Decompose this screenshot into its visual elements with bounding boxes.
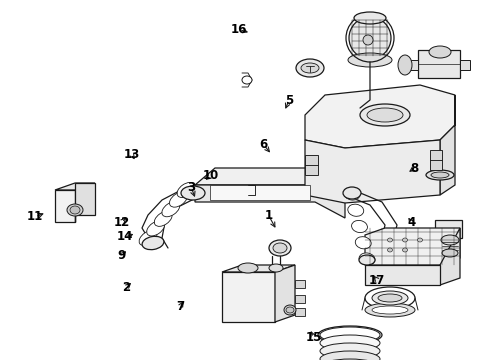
Ellipse shape (296, 59, 324, 77)
Text: 5: 5 (285, 94, 293, 107)
Ellipse shape (426, 170, 454, 180)
Ellipse shape (162, 202, 180, 217)
Text: 1: 1 (265, 209, 272, 222)
Ellipse shape (367, 108, 403, 122)
Text: 14: 14 (117, 230, 133, 243)
Polygon shape (435, 220, 462, 238)
Polygon shape (195, 168, 345, 200)
Ellipse shape (320, 327, 380, 343)
Polygon shape (430, 150, 442, 170)
Polygon shape (55, 190, 75, 222)
Ellipse shape (360, 104, 410, 126)
Polygon shape (55, 183, 95, 190)
Text: 16: 16 (231, 23, 247, 36)
Ellipse shape (318, 326, 382, 344)
Polygon shape (305, 155, 318, 175)
Polygon shape (275, 265, 295, 322)
Ellipse shape (238, 263, 258, 273)
Text: 11: 11 (27, 210, 44, 223)
Text: 15: 15 (305, 331, 322, 344)
Ellipse shape (388, 248, 392, 252)
Ellipse shape (301, 63, 319, 73)
Ellipse shape (181, 186, 205, 200)
Ellipse shape (429, 46, 451, 58)
Polygon shape (295, 280, 305, 288)
Ellipse shape (320, 335, 380, 351)
Ellipse shape (372, 291, 408, 305)
Ellipse shape (372, 306, 408, 314)
Ellipse shape (284, 305, 296, 315)
Ellipse shape (349, 17, 391, 59)
Text: 2: 2 (122, 281, 130, 294)
Polygon shape (75, 183, 95, 222)
Ellipse shape (177, 183, 195, 198)
Text: 6: 6 (260, 138, 268, 151)
Text: 8: 8 (410, 162, 418, 175)
Ellipse shape (70, 206, 80, 214)
Ellipse shape (344, 188, 360, 200)
Ellipse shape (359, 253, 375, 265)
Ellipse shape (269, 264, 283, 272)
Ellipse shape (365, 303, 415, 317)
Ellipse shape (170, 192, 187, 207)
Ellipse shape (348, 53, 392, 67)
Polygon shape (440, 228, 460, 285)
Ellipse shape (139, 230, 157, 246)
Ellipse shape (142, 236, 164, 250)
Polygon shape (295, 295, 305, 303)
Ellipse shape (441, 235, 459, 245)
Text: 13: 13 (123, 148, 140, 161)
Ellipse shape (154, 211, 172, 226)
Polygon shape (195, 185, 345, 218)
Polygon shape (460, 60, 470, 70)
Ellipse shape (359, 255, 375, 265)
Polygon shape (222, 272, 275, 322)
Polygon shape (440, 95, 455, 195)
Polygon shape (406, 60, 418, 70)
Ellipse shape (273, 243, 287, 253)
Ellipse shape (363, 35, 373, 45)
Polygon shape (365, 265, 440, 285)
Ellipse shape (242, 76, 252, 84)
Ellipse shape (320, 343, 380, 359)
Text: 9: 9 (118, 249, 125, 262)
Ellipse shape (431, 172, 449, 178)
Polygon shape (305, 140, 440, 203)
Ellipse shape (402, 248, 408, 252)
Ellipse shape (67, 204, 83, 216)
Text: 3: 3 (187, 181, 195, 194)
Ellipse shape (269, 240, 291, 256)
Ellipse shape (286, 307, 294, 313)
Ellipse shape (442, 249, 458, 257)
Ellipse shape (398, 55, 412, 75)
Ellipse shape (343, 187, 361, 199)
Text: 12: 12 (113, 216, 130, 229)
Ellipse shape (320, 359, 380, 360)
Ellipse shape (147, 221, 165, 236)
Text: 10: 10 (202, 169, 219, 182)
Ellipse shape (365, 287, 415, 309)
Polygon shape (295, 308, 305, 316)
Text: 7: 7 (176, 300, 184, 313)
Polygon shape (418, 50, 460, 78)
Text: 17: 17 (369, 274, 386, 287)
Ellipse shape (378, 294, 402, 302)
Polygon shape (305, 85, 455, 148)
Ellipse shape (348, 204, 364, 216)
Ellipse shape (320, 351, 380, 360)
Polygon shape (365, 228, 460, 265)
Polygon shape (210, 185, 310, 200)
Ellipse shape (355, 237, 371, 249)
Ellipse shape (351, 220, 368, 233)
Polygon shape (222, 265, 295, 272)
Ellipse shape (402, 238, 408, 242)
Ellipse shape (388, 238, 392, 242)
Ellipse shape (417, 238, 422, 242)
Ellipse shape (354, 12, 386, 24)
Text: 4: 4 (408, 216, 416, 229)
